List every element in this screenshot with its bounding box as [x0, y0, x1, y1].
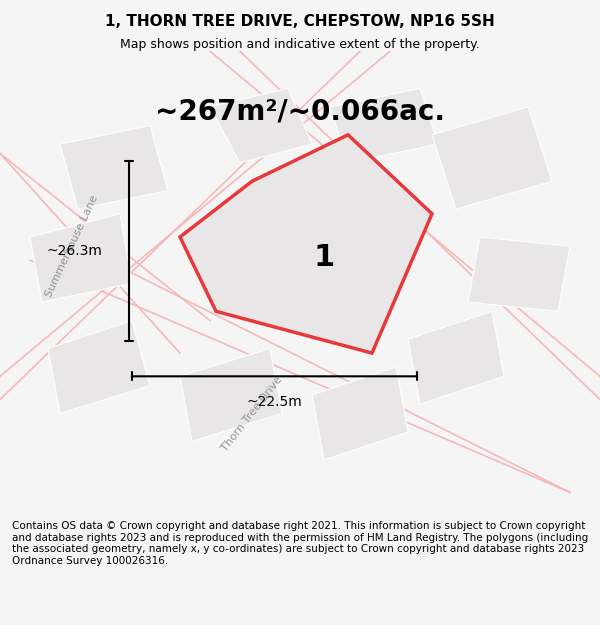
Text: ~267m²/~0.066ac.: ~267m²/~0.066ac.	[155, 98, 445, 126]
Polygon shape	[468, 237, 570, 311]
Polygon shape	[180, 135, 432, 353]
Polygon shape	[312, 367, 408, 460]
Text: 1, THORN TREE DRIVE, CHEPSTOW, NP16 5SH: 1, THORN TREE DRIVE, CHEPSTOW, NP16 5SH	[105, 14, 495, 29]
Polygon shape	[30, 214, 132, 302]
Text: 1: 1	[313, 242, 335, 272]
Polygon shape	[408, 311, 504, 404]
Text: Thorn Tree Drive: Thorn Tree Drive	[220, 374, 284, 453]
Polygon shape	[48, 321, 150, 414]
Text: Summerhouse Lane: Summerhouse Lane	[44, 194, 100, 299]
Polygon shape	[330, 88, 438, 162]
Polygon shape	[210, 88, 312, 162]
Text: Contains OS data © Crown copyright and database right 2021. This information is : Contains OS data © Crown copyright and d…	[12, 521, 588, 566]
Polygon shape	[60, 126, 168, 209]
Polygon shape	[432, 107, 552, 209]
Text: ~26.3m: ~26.3m	[46, 244, 102, 258]
Text: Map shows position and indicative extent of the property.: Map shows position and indicative extent…	[120, 39, 480, 51]
Text: ~22.5m: ~22.5m	[247, 395, 302, 409]
Polygon shape	[180, 349, 282, 441]
